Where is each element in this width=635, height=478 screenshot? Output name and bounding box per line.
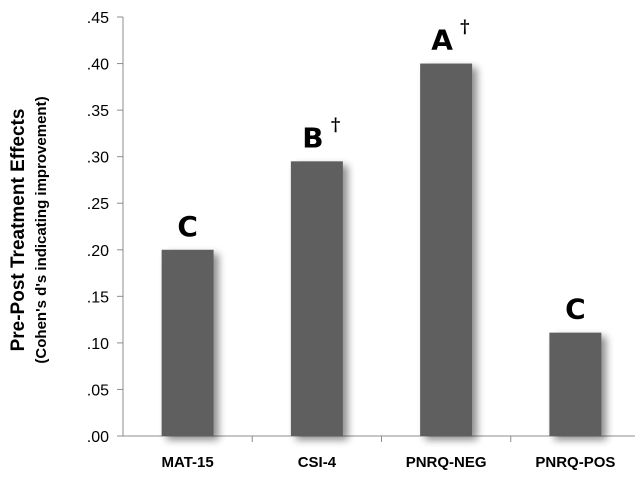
bar-mat-15 (161, 249, 214, 436)
x-tick-label: MAT-15 (162, 454, 214, 471)
bar-annotation-letter: B (302, 121, 323, 154)
y-tick-label: .00 (87, 429, 109, 446)
bar-csi-4 (290, 161, 343, 437)
x-tick-label: PNRQ-POS (535, 454, 615, 471)
x-tick-label: PNRQ-NEG (406, 454, 487, 471)
bars (161, 63, 602, 437)
y-tick-label: .05 (87, 382, 109, 399)
bar-pnrq-pos (549, 332, 602, 436)
bar-annotation-letter: C (177, 210, 198, 243)
bar-annotation-dagger: † (331, 114, 340, 135)
x-tick-label: CSI-4 (298, 454, 337, 471)
y-tick-label: .40 (87, 57, 109, 74)
bar-annotation-dagger: † (460, 17, 469, 38)
y-tick-label: .45 (87, 10, 109, 27)
y-axis-title: Pre-Post Treatment Effects (8, 109, 29, 352)
y-tick-label: .10 (87, 336, 109, 353)
bar-annotation-letter: A (431, 24, 453, 57)
bar-annotation-letter: C (565, 293, 586, 326)
y-axis-subtitle: (Cohen's d's indicating improvement) (33, 96, 50, 363)
y-tick-label: .25 (87, 196, 109, 213)
y-tick-label: .20 (87, 243, 109, 260)
bar-pnrq-neg (420, 63, 473, 437)
y-tick-label: .35 (87, 103, 109, 120)
y-tick-label: .15 (87, 289, 109, 306)
labels: MAT-15 C CSI-4 B † PNRQ-NEG A † PNRQ-POS C (162, 17, 616, 471)
y-tick-label: .30 (87, 150, 109, 167)
